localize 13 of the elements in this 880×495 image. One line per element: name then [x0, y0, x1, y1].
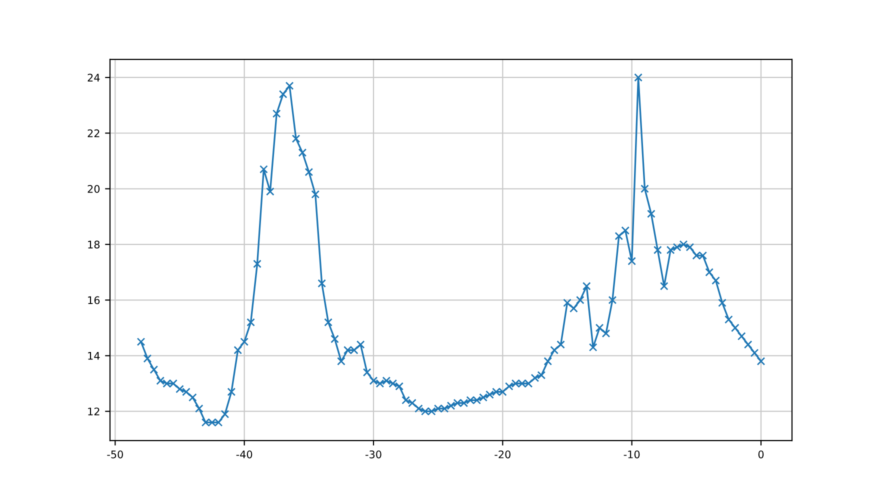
x-tick-label: -20 [494, 450, 510, 458]
y-tick-label: 22 [88, 129, 100, 138]
y-tick-label: 24 [88, 74, 100, 82]
x-tick-label: -50 [107, 450, 123, 458]
y-tick-label: 20 [88, 184, 100, 193]
y-tick-label: 16 [88, 296, 100, 304]
x-tick-label: 0 [758, 450, 764, 458]
x-tick-label: -10 [624, 450, 640, 458]
x-tick-label: -40 [236, 450, 252, 458]
y-tick-label: 14 [88, 352, 100, 360]
x-tick-label: -30 [366, 450, 382, 458]
y-tick-label: 18 [88, 240, 100, 249]
y-tick-label: 12 [88, 408, 100, 416]
